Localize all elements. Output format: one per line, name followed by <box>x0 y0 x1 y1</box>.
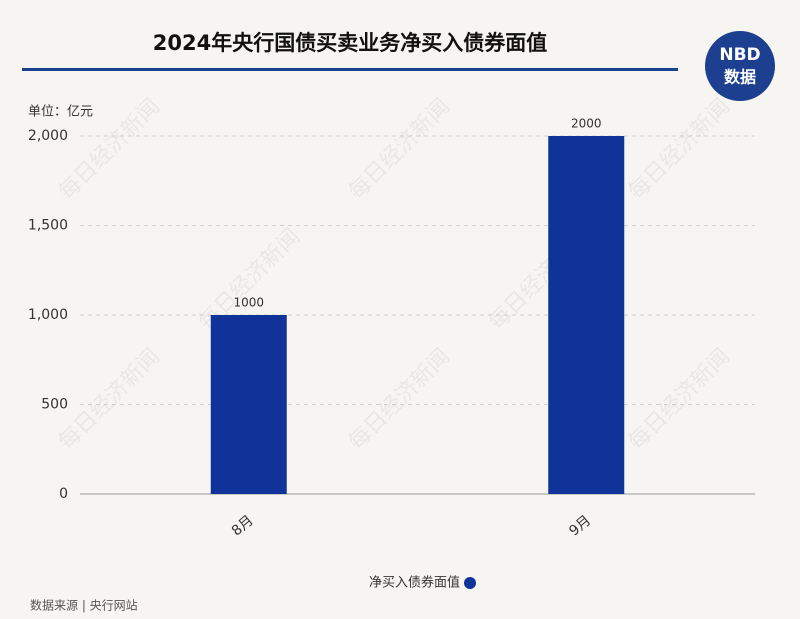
chart-title: 2024年央行国债买卖业务净买入债券面值 <box>153 31 547 55</box>
logo-bottom: 数据 <box>724 68 756 87</box>
y-tick-label: 1,500 <box>28 218 68 234</box>
bar <box>548 136 625 494</box>
y-tick-label: 1,000 <box>28 307 68 323</box>
legend-label: 净买入债券面值 <box>369 575 460 591</box>
value-label: 1000 <box>233 296 264 310</box>
logo-circle <box>705 31 775 101</box>
y-tick-label: 0 <box>59 486 68 502</box>
title-rule <box>22 68 678 71</box>
source: 数据来源 | 央行网站 <box>30 598 138 613</box>
value-label: 2000 <box>571 117 602 131</box>
y-tick-label: 500 <box>41 397 68 413</box>
y-tick-label: 2,000 <box>28 128 68 144</box>
logo-top: NBD <box>719 45 760 65</box>
legend-swatch <box>464 577 476 589</box>
unit-label: 单位：亿元 <box>28 105 93 120</box>
bar <box>210 315 287 494</box>
